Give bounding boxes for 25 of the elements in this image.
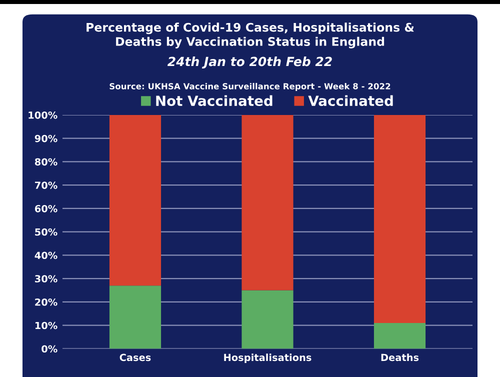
y-tick-label: 0% <box>42 345 58 353</box>
chart-title: Percentage of Covid-19 Cases, Hospitalisations & Deaths by Vaccination Status in England <box>86 22 414 48</box>
x-tick-label: Deaths <box>381 354 419 362</box>
x-tick-label: Cases <box>120 354 151 362</box>
chart-subtitle: 24th Jan to 20th Feb 22 <box>167 56 332 69</box>
bar <box>242 290 294 349</box>
bar <box>109 114 162 286</box>
y-tick-label: 60% <box>34 204 58 212</box>
x-tick-label: Hospitalisations <box>224 354 312 363</box>
y-tick-label: 50% <box>35 228 58 236</box>
bar <box>109 286 162 349</box>
y-tick-label: 80% <box>34 158 58 166</box>
legend-label: Vaccinated <box>308 95 393 106</box>
y-tick-label: 10% <box>35 322 58 330</box>
y-tick-label: 20% <box>35 298 58 306</box>
y-tick-label: 100% <box>28 111 58 119</box>
bar <box>374 114 426 324</box>
bar <box>242 114 294 290</box>
bar <box>374 323 426 349</box>
y-tick-label: 70% <box>35 182 58 189</box>
source-note: Source: UKHSA Vaccine Surveillance Report - Week 8 - 2022 <box>110 82 390 92</box>
y-tick-label: 30% <box>35 275 58 282</box>
legend-label: Not Vaccinated <box>156 95 272 106</box>
y-tick-label: 90% <box>34 134 58 142</box>
y-tick-label: 40% <box>34 252 58 260</box>
